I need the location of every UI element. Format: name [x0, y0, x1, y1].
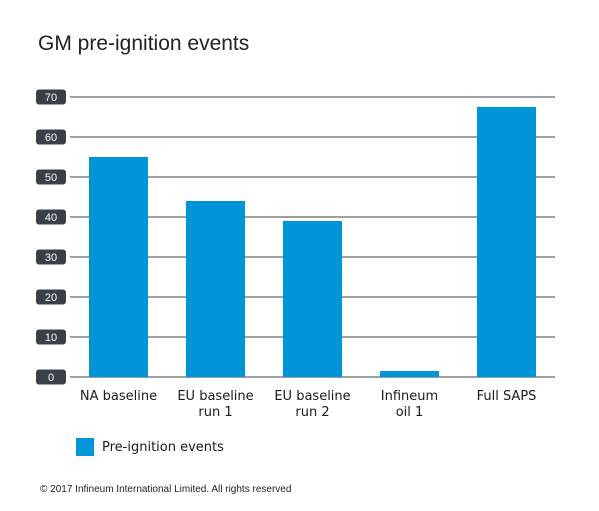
y-tick-badge	[36, 129, 66, 145]
y-tick-label: 40	[45, 212, 57, 224]
category-label: EU baseline run 1	[177, 389, 253, 420]
y-tick-badge	[36, 249, 66, 265]
y-tick-badge	[36, 329, 66, 345]
category-label: Infineum oil 1	[381, 389, 438, 420]
bar	[477, 107, 536, 377]
legend-swatch	[76, 438, 94, 456]
y-tick-badge	[36, 369, 66, 385]
y-tick-badge	[36, 89, 66, 105]
chart-title: GM pre-ignition events	[38, 32, 250, 55]
y-tick-label: 70	[45, 92, 57, 104]
category-label: NA baseline	[80, 389, 157, 404]
y-tick-label: 50	[45, 172, 57, 184]
legend: Pre-ignition events	[76, 438, 224, 456]
y-tick-badge	[36, 289, 66, 305]
bar	[89, 157, 148, 377]
copyright-notice: © 2017 Infineum International Limited. A…	[40, 484, 292, 495]
bar	[186, 201, 245, 377]
bar	[380, 371, 439, 377]
category-label: EU baseline run 2	[274, 389, 350, 420]
y-tick-label: 10	[45, 332, 57, 344]
legend-label: Pre-ignition events	[102, 439, 224, 455]
y-tick-label: 60	[45, 132, 57, 144]
y-tick-badge	[36, 169, 66, 185]
bar	[283, 221, 342, 377]
y-tick-badge	[36, 209, 66, 225]
y-tick-label: 30	[45, 252, 57, 264]
y-tick-label: 20	[45, 292, 57, 304]
category-label: Full SAPS	[477, 389, 537, 404]
y-tick-label: 0	[48, 372, 54, 384]
